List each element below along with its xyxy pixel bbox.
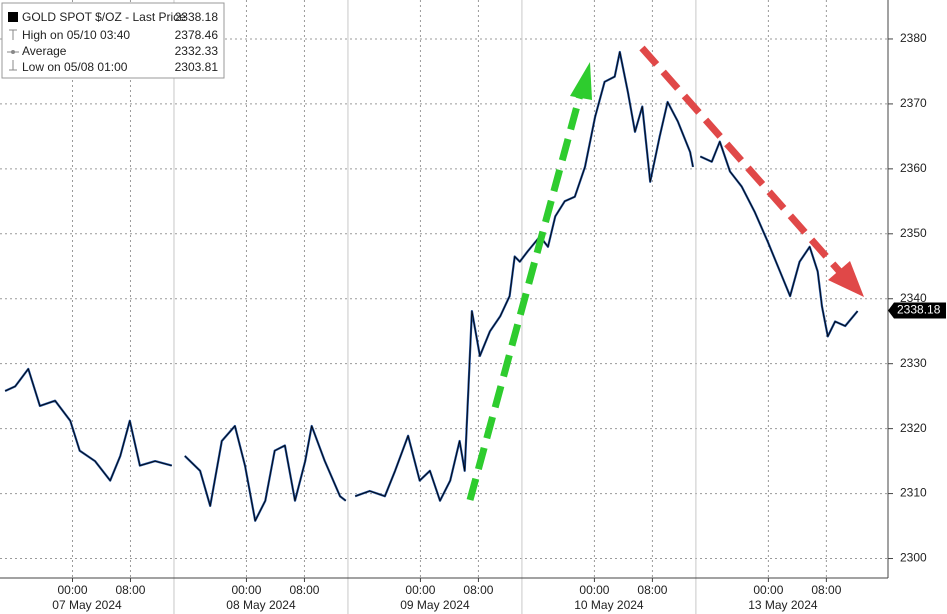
legend-icon-average-dot [11,50,15,54]
day-label: 13 May 2024 [748,598,818,612]
x-tick-label: 08:00 [811,583,841,597]
legend-label: High on 05/10 03:40 [22,28,130,42]
day-label: 10 May 2024 [574,598,644,612]
x-tick-label: 08:00 [289,583,319,597]
up-arrow-head [570,62,592,100]
legend-label: GOLD SPOT $/OZ - Last Price [22,10,186,24]
x-tick-label: 08:00 [115,583,145,597]
x-tick-label: 00:00 [753,583,783,597]
last-price-label: 2338.18 [897,303,941,317]
x-tick-label: 08:00 [637,583,667,597]
legend-box [1,2,225,79]
day-label: 09 May 2024 [400,598,470,612]
up-arrow [466,62,592,501]
legend-label: Low on 05/08 01:00 [22,60,128,74]
up-arrow-shaft [466,94,584,501]
line-layer [4,50,859,522]
legend-swatch [8,12,18,22]
legend: GOLD SPOT $/OZ - Last Price 2338.18 High… [1,2,225,79]
day-label: 07 May 2024 [52,598,122,612]
y-tick-label: 2310 [900,486,927,500]
y-tick-label: 2360 [900,161,927,175]
y-tick-label: 2320 [900,421,927,435]
legend-icon-high [9,29,17,40]
legend-icon-low [9,60,17,71]
legend-value: 2378.46 [175,28,219,42]
legend-value: 2303.81 [175,60,219,74]
y-tick-label: 2350 [900,226,927,240]
price-line-edge [4,51,858,522]
y-tick-label: 2370 [900,96,927,110]
grid-layer [0,0,888,614]
y-tick-label: 2330 [900,356,927,370]
x-tick-label: 08:00 [463,583,493,597]
x-tick-label: 00:00 [579,583,609,597]
x-tick-label: 00:00 [57,583,87,597]
y-tick-label: 2300 [900,551,927,565]
legend-value: 2332.33 [175,44,219,58]
down-arrow-shaft [639,45,843,275]
axis-layer: 2300 2310 2320 2330 2340 2350 2360 2370 2380 00:0… [52,31,946,612]
day-label: 08 May 2024 [226,598,296,612]
down-arrow-head [828,261,864,297]
y-tick-label: 2340 [900,291,927,305]
down-arrow [639,45,864,297]
x-tick-label: 00:00 [405,583,435,597]
legend-value: 2338.18 [175,10,219,24]
legend-label: Average [22,44,67,58]
x-tick-label: 00:00 [231,583,261,597]
last-price-tag [888,302,946,319]
y-tick-label: 2380 [900,31,927,45]
